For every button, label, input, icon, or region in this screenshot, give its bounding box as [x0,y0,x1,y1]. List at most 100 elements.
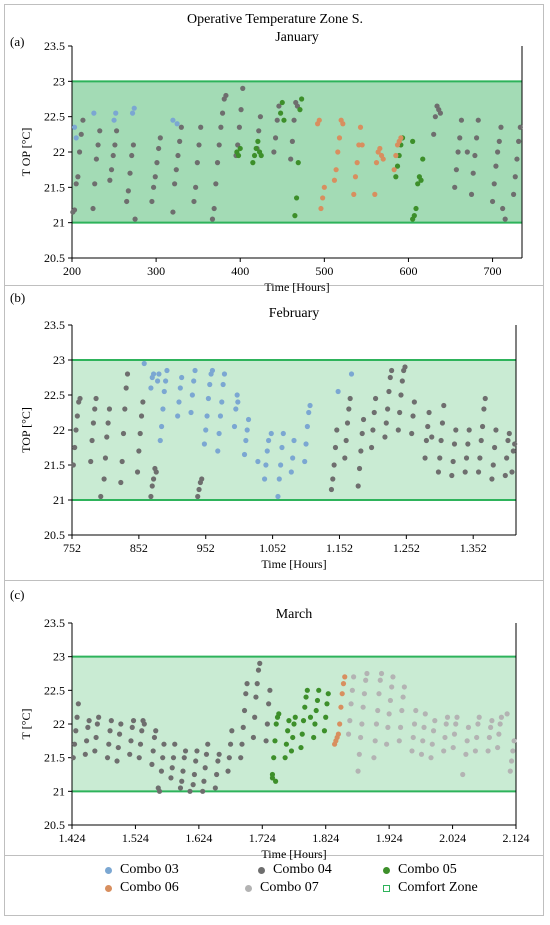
data-point [492,444,498,451]
y-tick-label: 22 [53,145,65,159]
data-point [244,427,250,433]
data-point [213,181,219,187]
legend-item-combo-05: Combo 05 [383,862,457,878]
data-point [159,423,165,430]
data-point [505,437,511,444]
y-axis-label: T OP [°C] [19,128,33,177]
data-point [464,149,470,155]
data-point [335,388,341,395]
x-tick-label: 500 [315,264,333,278]
data-point [291,721,297,727]
data-point [175,413,181,419]
data-point [413,707,419,714]
data-point [276,476,282,482]
data-point [444,714,451,720]
data-point [268,430,274,437]
data-point [328,486,335,493]
series-combo-04 [70,660,273,794]
data-point [395,427,401,433]
data-point [174,121,180,127]
data-point [351,674,357,680]
data-point [292,213,298,219]
legend-label: Combo 06 [120,880,179,895]
data-point [241,707,248,714]
x-tick-label: 952 [197,541,215,555]
data-point [485,748,491,754]
data-point [318,205,324,212]
data-point [101,476,107,482]
data-point [164,367,170,374]
data-point [512,174,518,180]
data-point [291,437,297,444]
data-point [324,701,330,707]
data-point [359,721,365,727]
data-point [332,444,339,451]
y-tick-label: 22 [53,423,65,437]
series-combo-05 [269,687,331,784]
data-point [96,714,102,720]
data-point [411,213,417,219]
data-point [488,724,494,730]
panel-label: (c) [10,587,24,602]
data-point [460,771,466,778]
data-point [371,409,377,416]
data-point [477,455,483,461]
data-point [257,660,263,666]
data-point [108,718,114,724]
data-point [290,455,296,461]
data-point [170,755,177,761]
legend-marker-icon [258,866,265,874]
data-point [150,476,157,482]
data-point [276,103,282,109]
panel-label: (a) [10,34,24,49]
data-point [202,765,208,771]
data-point [153,469,159,475]
data-point [517,124,523,130]
legend-marker-icon [105,866,112,874]
data-point [73,427,79,433]
y-tick-label: 20.5 [44,818,65,832]
data-point [177,785,184,791]
data-point [137,741,144,747]
data-point [481,406,487,412]
legend-label: Combo 04 [273,862,332,877]
data-point [413,205,419,212]
legend-item-combo-07: Combo 07 [245,880,319,896]
data-point [337,721,343,727]
data-point [489,198,496,205]
data-point [235,152,242,159]
data-point [149,198,155,205]
data-point [496,731,502,737]
data-point [330,476,336,482]
data-point [200,788,206,794]
data-point [106,741,112,747]
x-tick-label: 1.524 [122,831,149,845]
data-point [397,724,404,730]
data-point [496,138,502,144]
x-tick-label: 1.352 [460,541,487,555]
figure-title: Operative Temperature Zone S. [186,12,364,27]
data-point [128,738,134,744]
figure-frame: Operative Temperature Zone S. [4,4,544,916]
panel-separator [5,285,543,286]
data-point [89,437,95,444]
data-point [462,469,468,475]
data-point [176,399,182,405]
data-point [279,444,285,451]
data-point [86,718,92,724]
data-point [97,128,103,134]
data-point [468,191,475,197]
data-point [235,399,241,405]
data-point [453,167,459,173]
data-point [399,707,405,714]
data-point [382,434,388,440]
data-point [130,142,137,148]
data-point [253,145,259,152]
data-point [227,741,234,747]
data-point [358,448,364,454]
data-point [435,469,442,475]
data-point [465,724,472,730]
data-point [254,681,260,687]
y-tick-label: 21.5 [44,751,65,765]
data-point [437,110,444,116]
